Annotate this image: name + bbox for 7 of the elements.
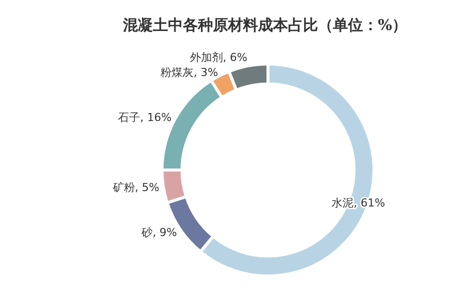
slice-label: 粉煤灰, 3% — [160, 66, 218, 79]
slice-label: 砂, 9% — [140, 226, 178, 239]
chart-title: 混凝土中各种原材料成本占比（单位：%） — [122, 16, 408, 34]
slice-label: 外加剂, 6% — [190, 50, 248, 64]
slice-label: 石子, 16% — [118, 111, 172, 124]
slice-label: 矿粉, 5% — [112, 181, 160, 194]
slice-label: 水泥, 61% — [332, 196, 386, 210]
